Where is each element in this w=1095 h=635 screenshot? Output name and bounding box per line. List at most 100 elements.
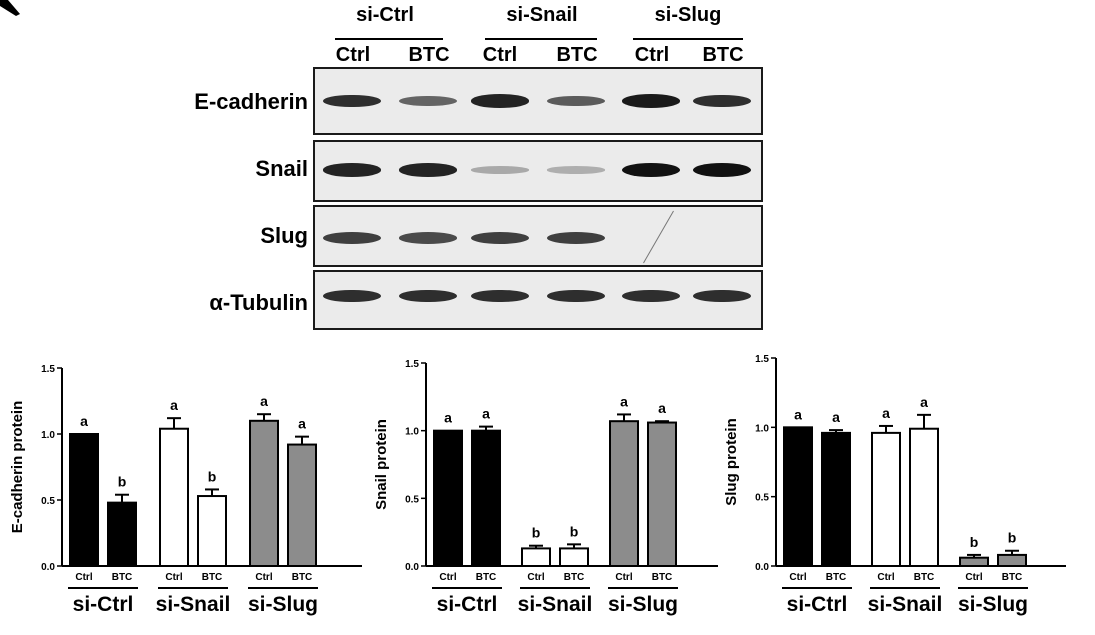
blot-band: [399, 232, 457, 244]
significance-letter: a: [920, 394, 928, 410]
y-axis-label: Slug protein: [723, 418, 740, 506]
significance-letter: b: [208, 468, 217, 484]
blot-band: [323, 163, 381, 177]
group-label: si-Ctrl: [437, 593, 498, 616]
panel-letter-fragment: [0, 0, 20, 16]
bar: [107, 501, 137, 567]
significance-letter: a: [482, 406, 490, 422]
blot-strip-e-cadherin: [313, 67, 763, 135]
blot-lane-label: BTC: [702, 44, 744, 66]
blot-row-label-slug: Slug: [260, 223, 308, 248]
blot-band: [471, 289, 529, 303]
western-blot-figure: si-Ctrl si-Snail si-Slug Ctrl BTC Ctrl B…: [194, 4, 763, 330]
group-label: si-Snail: [868, 593, 943, 616]
bar: [197, 495, 227, 567]
x-tick-label: BTC: [826, 572, 847, 583]
blot-lane-label: BTC: [556, 44, 598, 66]
y-tick-label: 1.5: [41, 364, 55, 375]
group-label: si-Slug: [608, 593, 678, 616]
bar: [287, 443, 317, 567]
bar: [647, 421, 677, 568]
bar: [821, 431, 851, 567]
x-tick-label: Ctrl: [165, 572, 182, 583]
x-tick-label: Ctrl: [75, 572, 92, 583]
bar: [159, 427, 189, 567]
x-tick-label: Ctrl: [877, 572, 894, 583]
significance-letter: a: [298, 416, 306, 432]
blot-strip-slug: [313, 205, 763, 267]
y-tick-label: 0.5: [405, 494, 419, 505]
blot-band: [693, 163, 751, 177]
y-tick-label: 0.0: [755, 562, 769, 573]
significance-letter: a: [80, 413, 88, 429]
blot-band: [547, 166, 605, 174]
x-tick-label: BTC: [202, 572, 223, 583]
significance-letter: a: [832, 409, 840, 425]
blot-group-label-si-snail: si-Snail: [506, 4, 578, 26]
significance-letter: a: [260, 393, 268, 409]
bar: [871, 431, 901, 567]
blot-lane-label: Ctrl: [482, 44, 518, 66]
x-tick-label: Ctrl: [965, 572, 982, 583]
y-tick-label: 1.5: [755, 354, 769, 365]
x-tick-label: Ctrl: [255, 572, 272, 583]
blot-band: [622, 163, 680, 177]
blot-band: [471, 94, 529, 108]
bar: [521, 547, 551, 567]
blot-row-label-tubulin: α-Tubulin: [209, 290, 308, 315]
blot-band: [399, 163, 457, 177]
group-label: si-Ctrl: [73, 593, 134, 616]
blot-band: [399, 289, 457, 303]
chart-snail: 0.0 0.5 1.0 1.5 Snail protein a Ctrl a BTC b Ctrl b…: [373, 359, 718, 616]
significance-letter: b: [532, 525, 541, 541]
bar: [783, 426, 813, 568]
x-tick-label: Ctrl: [615, 572, 632, 583]
x-tick-label: Ctrl: [527, 572, 544, 583]
y-tick-label: 1.0: [41, 430, 55, 441]
significance-letter: a: [170, 397, 178, 413]
group-label: si-Ctrl: [787, 593, 848, 616]
bar: [471, 429, 501, 567]
blot-band: [693, 94, 751, 108]
group-label: si-Slug: [248, 593, 318, 616]
blot-band: [547, 95, 605, 107]
chart-e-cadherin: 0.0 0.5 1.0 1.5 E-cadherin protein a Ctrl b BTC a…: [9, 364, 362, 616]
blot-group-underline-si-slug: [633, 38, 743, 40]
blot-band: [547, 232, 605, 244]
x-tick-label: Ctrl: [789, 572, 806, 583]
blot-band: [471, 166, 529, 174]
blot-band: [323, 289, 381, 303]
blot-group-underline-si-ctrl: [335, 38, 443, 40]
bar: [959, 556, 989, 567]
blot-row-label-e-cadherin: E-cadherin: [194, 89, 308, 114]
x-tick-label: BTC: [476, 572, 497, 583]
group-label: si-Snail: [518, 593, 593, 616]
significance-letter: a: [658, 400, 666, 416]
y-tick-label: 0.5: [755, 493, 769, 504]
x-tick-label: BTC: [914, 572, 935, 583]
blot-strip-tubulin: [313, 270, 763, 330]
blot-band: [547, 289, 605, 303]
significance-letter: a: [444, 410, 452, 426]
significance-letter: a: [620, 393, 628, 409]
blot-group-underline-si-snail: [485, 38, 597, 40]
x-tick-label: Ctrl: [439, 572, 456, 583]
bar: [909, 427, 939, 567]
bar: [559, 547, 589, 567]
group-label: si-Snail: [156, 593, 231, 616]
bar: [997, 553, 1027, 567]
blot-strip-snail: [313, 140, 763, 202]
blot-row-label-snail: Snail: [255, 156, 308, 181]
significance-letter: b: [570, 523, 579, 539]
significance-letter: a: [882, 405, 890, 421]
x-tick-label: BTC: [112, 572, 133, 583]
blot-group-label-si-ctrl: si-Ctrl: [356, 4, 414, 26]
blot-band: [323, 94, 381, 108]
blot-band: [622, 94, 680, 108]
significance-letter: b: [970, 534, 979, 550]
blot-lane-label: Ctrl: [634, 44, 670, 66]
significance-letter: b: [118, 474, 127, 490]
x-tick-label: BTC: [564, 572, 585, 583]
y-axis-label: E-cadherin protein: [9, 401, 26, 534]
y-tick-label: 1.0: [405, 427, 419, 438]
